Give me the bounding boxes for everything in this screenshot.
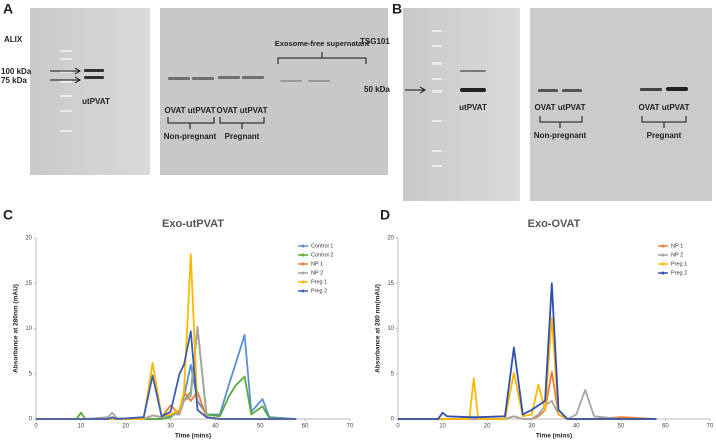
chart-title: Exo-utPVAT xyxy=(162,218,224,230)
x-tick-label: 30 xyxy=(528,424,535,430)
legend-swatch xyxy=(301,253,305,257)
legend-label: NP 1 xyxy=(671,243,683,249)
legend-label: Control 1 xyxy=(311,243,333,249)
series-line xyxy=(36,333,297,420)
x-tick-label: 30 xyxy=(167,424,174,430)
legend-swatch xyxy=(301,271,305,275)
x-tick-label: 0 xyxy=(34,424,38,430)
legend-swatch xyxy=(301,289,305,293)
protein-label: TSG101 xyxy=(360,37,390,46)
blot-image xyxy=(530,8,712,201)
y-axis-label: Absorbance at 280nm (mAU) xyxy=(13,284,20,373)
lane-label: utPVAT xyxy=(82,97,110,106)
bands xyxy=(460,70,688,92)
x-tick-label: 60 xyxy=(662,424,669,430)
bracket xyxy=(167,117,265,129)
lane-label: OVAT utPVAT xyxy=(165,106,216,115)
panel-letter: C xyxy=(3,207,13,223)
protein-label: ALIX xyxy=(4,35,23,44)
x-axis-label: Time (mins) xyxy=(536,433,572,440)
x-tick-label: 0 xyxy=(396,424,400,430)
x-tick-label: 70 xyxy=(347,424,354,430)
y-tick-label: 20 xyxy=(25,236,32,242)
marker-label: 75 kDa xyxy=(1,76,27,85)
y-tick-label: 0 xyxy=(29,417,33,423)
y-tick-label: 5 xyxy=(29,371,33,377)
legend-label: Preg 2 xyxy=(671,270,687,276)
panel-letter: D xyxy=(380,207,390,223)
y-tick-label: 20 xyxy=(387,236,394,242)
series-line xyxy=(398,282,657,420)
legend-label: NP 2 xyxy=(311,270,323,276)
legend-swatch xyxy=(661,262,665,266)
panel-letter: A xyxy=(3,1,13,17)
x-tick-label: 10 xyxy=(78,424,85,430)
bracket xyxy=(539,116,687,128)
lane-label: utPVAT xyxy=(459,103,487,112)
blot-image xyxy=(30,8,150,175)
arrow xyxy=(405,86,426,94)
lane-label: OVAT utPVAT xyxy=(535,103,586,112)
blot-image xyxy=(403,8,520,201)
group-label: Pregnant xyxy=(647,131,682,140)
marker-label: 50 kDa xyxy=(364,85,390,94)
panel-letter: B xyxy=(392,1,402,17)
y-tick-label: 10 xyxy=(387,326,394,332)
arrow xyxy=(50,67,81,84)
legend-label: NP 1 xyxy=(311,261,323,267)
legend-label: Preg 1 xyxy=(311,279,327,285)
series-line xyxy=(398,316,657,420)
y-tick-label: 15 xyxy=(25,281,32,287)
legend-swatch xyxy=(661,244,665,248)
lane-label: Exosome-free supernatant xyxy=(275,39,370,48)
y-tick-label: 10 xyxy=(25,326,32,332)
legend-label: Preg 2 xyxy=(311,288,327,294)
group-label: Non-pregnant xyxy=(534,131,587,140)
x-tick-label: 40 xyxy=(212,424,219,430)
x-axis-label: Time (mins) xyxy=(175,433,211,440)
legend-swatch xyxy=(661,253,665,257)
y-tick-label: 15 xyxy=(387,281,394,287)
legend-swatch xyxy=(301,244,305,248)
series-line xyxy=(36,330,297,420)
x-tick-label: 50 xyxy=(257,424,264,430)
x-tick-label: 20 xyxy=(484,424,491,430)
marker-label: 100 kDa xyxy=(1,67,32,76)
x-tick-label: 40 xyxy=(573,424,580,430)
legend-label: NP 2 xyxy=(671,252,683,258)
y-tick-label: 0 xyxy=(391,417,395,423)
ladder xyxy=(432,30,442,167)
legend-label: Preg 1 xyxy=(671,261,687,267)
x-tick-label: 60 xyxy=(302,424,309,430)
group-label: Non-pregnant xyxy=(164,132,217,141)
legend-swatch xyxy=(661,271,665,275)
x-tick-label: 70 xyxy=(707,424,714,430)
chart-title: Exo-OVAT xyxy=(528,218,581,230)
legend-swatch xyxy=(301,262,305,266)
bands xyxy=(84,69,330,82)
y-tick-label: 5 xyxy=(391,371,395,377)
x-tick-label: 20 xyxy=(122,424,129,430)
group-label: Pregnant xyxy=(225,132,260,141)
blot-image xyxy=(160,8,388,175)
legend-label: Control 2 xyxy=(311,252,333,258)
y-axis-label: Absorbance at 280 nm(mAU) xyxy=(375,284,382,373)
bracket xyxy=(277,52,367,64)
legend-swatch xyxy=(301,280,305,284)
lane-label: OVAT utPVAT xyxy=(639,103,690,112)
series-line xyxy=(36,253,297,420)
lane-label: OVAT utPVAT xyxy=(217,106,268,115)
x-tick-label: 50 xyxy=(618,424,625,430)
x-tick-label: 10 xyxy=(439,424,446,430)
